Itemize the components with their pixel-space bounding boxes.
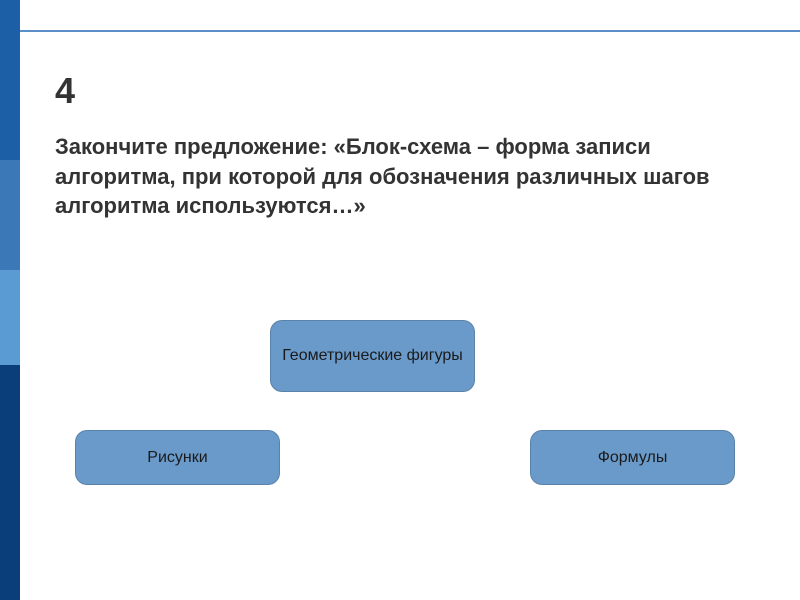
question-number: 4 (55, 70, 760, 112)
option-label: Геометрические фигуры (282, 347, 463, 365)
sidebar-segment-2 (0, 270, 20, 365)
question-prompt: Закончите предложение: «Блок-схема – фор… (55, 132, 760, 221)
left-color-bar (0, 0, 20, 600)
option-drawings[interactable]: Рисунки (75, 430, 280, 485)
option-label: Рисунки (147, 449, 207, 467)
option-geometric[interactable]: Геометрические фигуры (270, 320, 475, 392)
content-area: 4 Закончите предложение: «Блок-схема – ф… (55, 70, 760, 221)
option-label: Формулы (598, 449, 668, 467)
top-divider (0, 30, 800, 32)
sidebar-segment-0 (0, 0, 20, 160)
sidebar-segment-3 (0, 365, 20, 600)
sidebar-segment-1 (0, 160, 20, 270)
option-formulas[interactable]: Формулы (530, 430, 735, 485)
